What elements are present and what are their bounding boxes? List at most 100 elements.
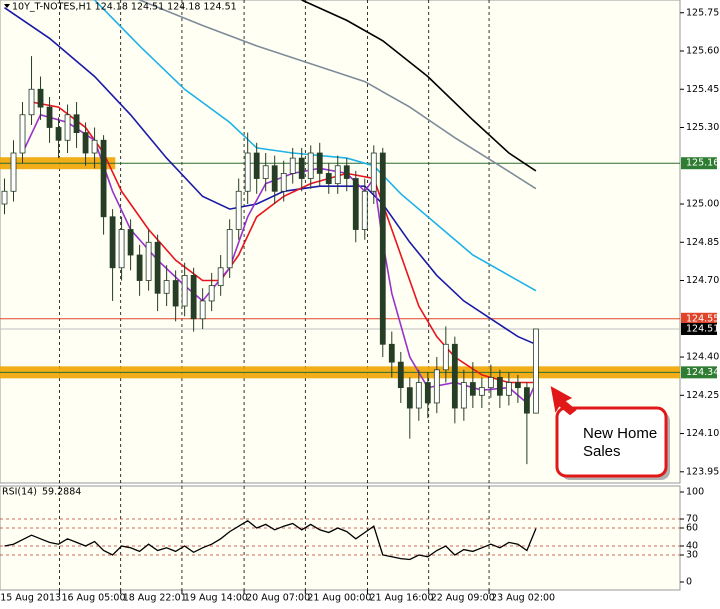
moving-average — [94, 0, 537, 292]
candle-body — [145, 241, 152, 281]
candle-body — [406, 387, 413, 409]
y-tick-label: 125.00 — [686, 199, 719, 210]
level-label: 125.16 — [686, 158, 719, 169]
candle-body — [190, 275, 197, 320]
candle-body — [109, 216, 116, 269]
candle-body — [136, 254, 143, 281]
candle-body — [91, 139, 98, 154]
x-tick-label: 21 Aug 00:00 — [307, 593, 371, 604]
x-tick-label: 15 Aug 2013 — [0, 593, 61, 604]
annotation-box — [555, 406, 668, 478]
y-tick-label: 124.10 — [686, 428, 719, 439]
candle-body — [1, 190, 8, 205]
candle-body — [415, 382, 422, 409]
annotation-line: New Home — [583, 425, 657, 442]
candle-body — [181, 275, 188, 307]
candle-body — [163, 280, 170, 294]
rsi-value: 59.2884 — [42, 487, 81, 498]
candle-body — [325, 173, 332, 185]
candle-body — [334, 165, 341, 185]
rsi-tick-label: 30 — [686, 550, 698, 561]
candle-body — [307, 152, 314, 179]
x-tick-label: 21 Aug 16:00 — [369, 593, 433, 604]
level-label: 124.55 — [686, 313, 719, 324]
candle-body — [208, 285, 215, 302]
candle-body — [199, 300, 206, 320]
candle-body — [370, 152, 377, 192]
rsi-tick-label: 0 — [686, 577, 692, 588]
y-tick-label: 124.85 — [686, 237, 719, 248]
candle-body — [244, 152, 251, 192]
candle-body — [361, 190, 368, 230]
level-box — [681, 322, 717, 335]
y-tick-label: 124.70 — [686, 275, 719, 286]
x-tick-label: 20 Aug 07:00 — [246, 593, 310, 604]
candle-body — [154, 241, 161, 294]
candle-body — [271, 165, 278, 192]
moving-average — [139, 0, 537, 190]
candle-body — [10, 152, 17, 192]
x-tick-label: 23 Aug 02:00 — [491, 593, 555, 604]
candle-body — [496, 377, 503, 396]
candle-body — [523, 387, 530, 414]
candle-body — [451, 343, 458, 409]
x-tick-label: 22 Aug 09:00 — [431, 593, 495, 604]
candle-body — [433, 369, 440, 404]
annotation: New Home Sales — [550, 386, 670, 480]
candle-body — [460, 382, 467, 409]
annotation-arrow — [550, 386, 577, 416]
rsi-panel — [0, 485, 681, 591]
candle-body — [505, 382, 512, 396]
candle-body — [343, 165, 350, 179]
candle-body — [64, 114, 71, 141]
candle-body — [316, 152, 323, 174]
candle-body — [469, 382, 476, 396]
candle-body — [226, 229, 233, 269]
moving-average — [301, 0, 537, 172]
candle-body — [478, 387, 485, 396]
x-tick-label: 16 Aug 05:00 — [61, 593, 125, 604]
candle-body — [118, 229, 125, 269]
y-tick-label: 125.60 — [686, 46, 719, 57]
candle-body — [388, 343, 395, 363]
y-tick-label: 125.45 — [686, 84, 719, 95]
chart-title: 10Y_T-NOTES,H1 124.18 124.51 124.18 124.… — [12, 2, 237, 13]
x-tick-label: 18 Aug 22:01 — [123, 593, 187, 604]
candle-body — [37, 88, 44, 108]
candle-body — [514, 382, 521, 389]
rsi-title: RSI(14) — [2, 487, 37, 498]
candle-body — [100, 139, 107, 218]
moving-average — [21, 113, 537, 405]
rsi-tick-label: 60 — [686, 523, 698, 534]
candle-body — [19, 114, 26, 154]
candle-body — [397, 361, 404, 389]
menu-icon — [4, 4, 10, 8]
candle-body — [298, 157, 305, 179]
candle-body — [235, 190, 242, 230]
level-box — [681, 312, 717, 325]
rsi-tick-label: 100 — [686, 487, 704, 498]
level-label: 124.34 — [686, 367, 719, 378]
candle-body — [262, 165, 269, 179]
rsi-line — [4, 520, 537, 561]
rsi-tick-label: 70 — [686, 514, 698, 525]
candle-body — [172, 280, 179, 307]
y-tick-label: 124.40 — [686, 352, 719, 363]
candle-body — [46, 106, 53, 128]
annotation-line: Sales — [583, 443, 621, 460]
rsi-tick-label: 40 — [686, 541, 698, 552]
x-tick-label: 19 Aug 14:00 — [184, 593, 248, 604]
candle-body — [379, 152, 386, 345]
candle-body — [280, 173, 287, 192]
candle-body — [352, 178, 359, 230]
y-tick-label: 123.95 — [686, 466, 719, 477]
candle-body — [55, 127, 62, 141]
y-tick-label: 124.25 — [686, 390, 719, 401]
level-box — [681, 366, 717, 379]
candle-body — [424, 382, 431, 404]
y-tick-label: 125.75 — [686, 7, 719, 18]
candle-body — [28, 88, 35, 116]
candle-body — [82, 132, 89, 154]
candle-body — [217, 267, 224, 287]
